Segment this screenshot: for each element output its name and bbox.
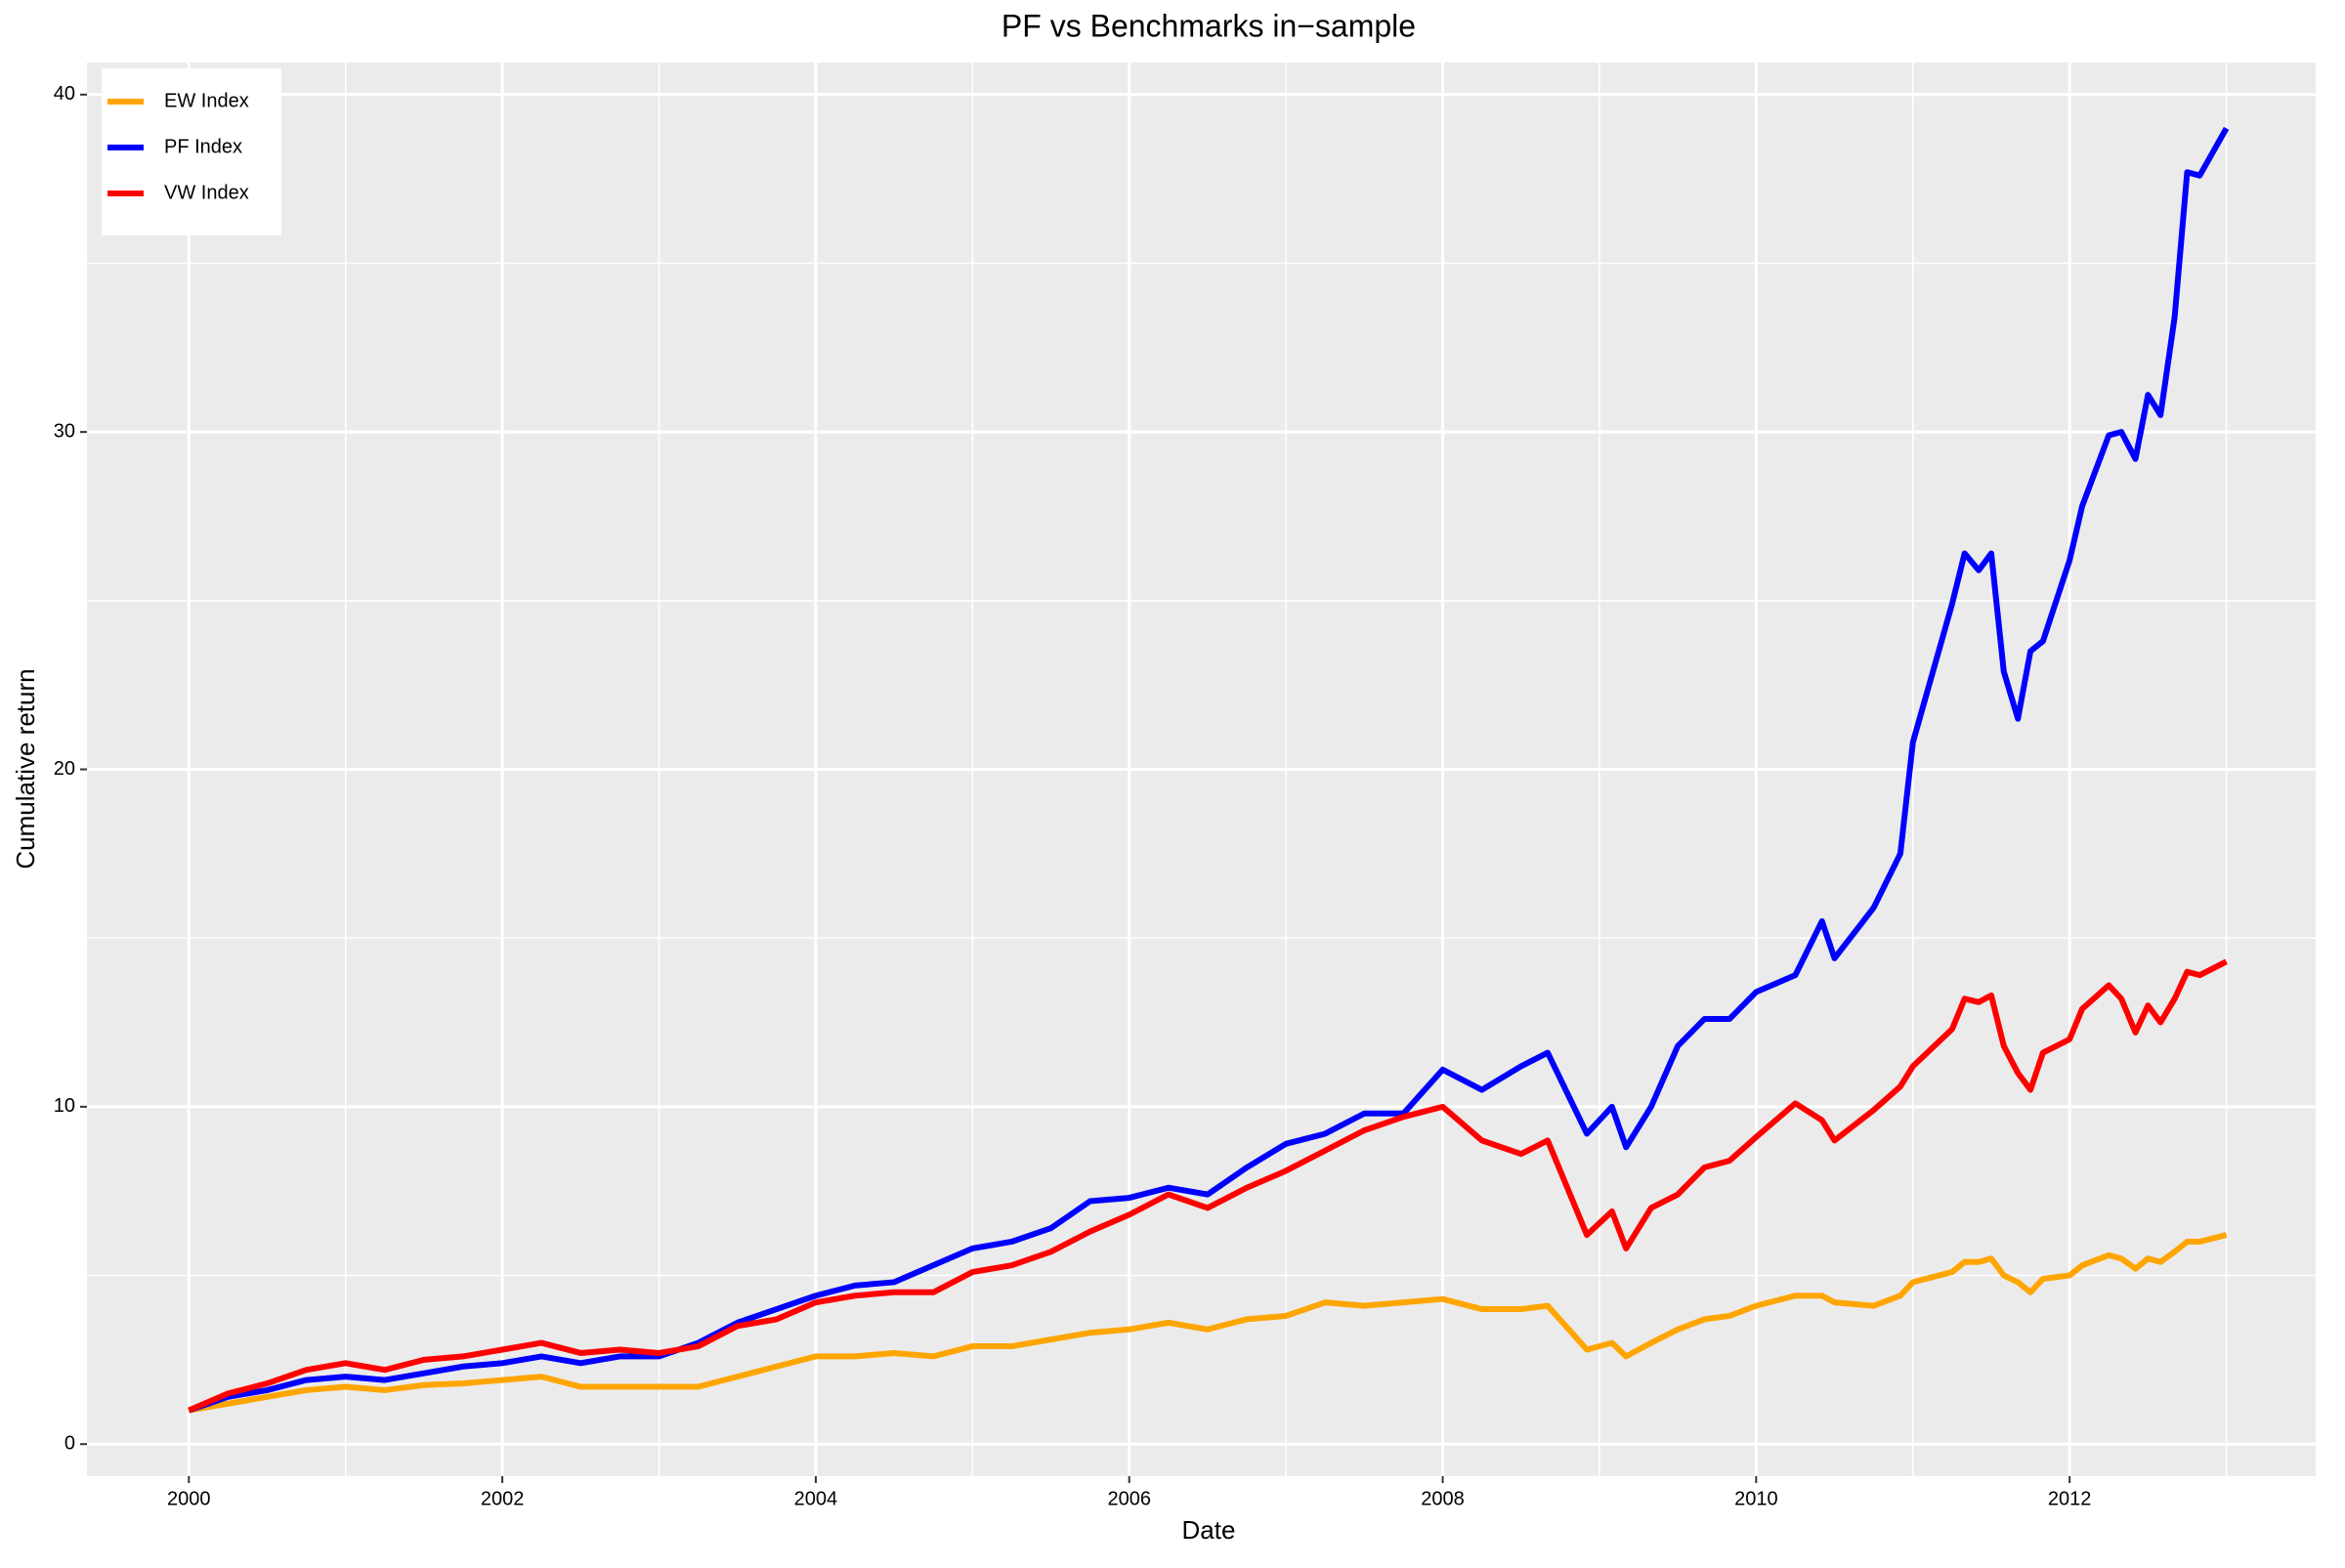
legend-label: PF Index (164, 136, 242, 157)
axes: 0 10 20 30 40 2000 2002 2004 2006 2008 2010 2012 (54, 83, 2092, 1509)
series-line (188, 126, 2230, 1414)
series-line (188, 1232, 2228, 1414)
series-line (188, 958, 2228, 1414)
legend-label: EW Index (164, 90, 249, 111)
chart-title: PF vs Benchmarks in−sample (1002, 8, 1416, 43)
y-tick-label: 40 (54, 83, 75, 105)
grid (87, 63, 2316, 1476)
y-tick-label: 30 (54, 420, 75, 442)
x-tick-label: 2000 (167, 1488, 211, 1509)
y-axis-title: Cumulative return (11, 668, 40, 869)
legend-box (102, 68, 281, 235)
x-tick-label: 2010 (1734, 1488, 1778, 1509)
y-tick-label: 0 (64, 1432, 75, 1454)
y-tick-label: 10 (54, 1095, 75, 1117)
legend-label: VW Index (164, 182, 249, 203)
x-tick-label: 2008 (1421, 1488, 1465, 1509)
y-tick-label: 20 (54, 758, 75, 780)
x-tick-label: 2012 (2048, 1488, 2092, 1509)
x-tick-label: 2006 (1107, 1488, 1151, 1509)
lines (188, 126, 2230, 1414)
x-axis-title: Date (1182, 1515, 1236, 1545)
x-tick-label: 2002 (481, 1488, 525, 1509)
x-tick-label: 2004 (794, 1488, 838, 1509)
legend: EW Index PF Index VW Index (102, 68, 281, 235)
